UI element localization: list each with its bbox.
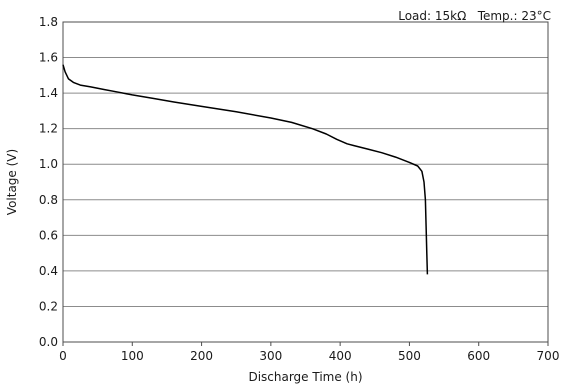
y-tick-label: 0.6 xyxy=(39,228,58,242)
y-tick-label: 0.4 xyxy=(39,264,58,278)
x-tick-label: 300 xyxy=(259,349,282,363)
y-axis-title: Voltage (V) xyxy=(5,149,19,215)
x-axis-ticks: 0 100 200 300 400 500 600 700 xyxy=(59,342,559,363)
x-tick-label: 600 xyxy=(467,349,490,363)
plot-area xyxy=(62,21,549,343)
y-tick-label: 0.2 xyxy=(39,299,58,313)
x-tick-label: 400 xyxy=(329,349,352,363)
test-conditions-note: Load: 15kΩ Temp.: 23°C xyxy=(398,9,551,23)
x-axis-title: Discharge Time (h) xyxy=(248,370,362,384)
gridlines xyxy=(63,21,548,343)
y-tick-label: 1.8 xyxy=(39,15,58,29)
y-tick-label: 1.0 xyxy=(39,157,58,171)
x-tick-label: 100 xyxy=(121,349,144,363)
x-tick-label: 0 xyxy=(59,349,67,363)
y-tick-label: 1.4 xyxy=(39,86,58,100)
voltage-curve xyxy=(62,64,429,275)
y-tick-label: 1.2 xyxy=(39,122,58,136)
y-axis-ticks: 0.0 0.2 0.4 0.6 0.8 1.0 1.2 1.4 1.6 1.8 xyxy=(39,15,58,349)
y-tick-label: 0.8 xyxy=(39,193,58,207)
y-tick-label: 1.6 xyxy=(39,51,58,65)
y-tick-label: 0.0 xyxy=(39,335,58,349)
x-tick-label: 200 xyxy=(190,349,213,363)
x-tick-label: 500 xyxy=(398,349,421,363)
x-tick-label: 700 xyxy=(537,349,560,363)
